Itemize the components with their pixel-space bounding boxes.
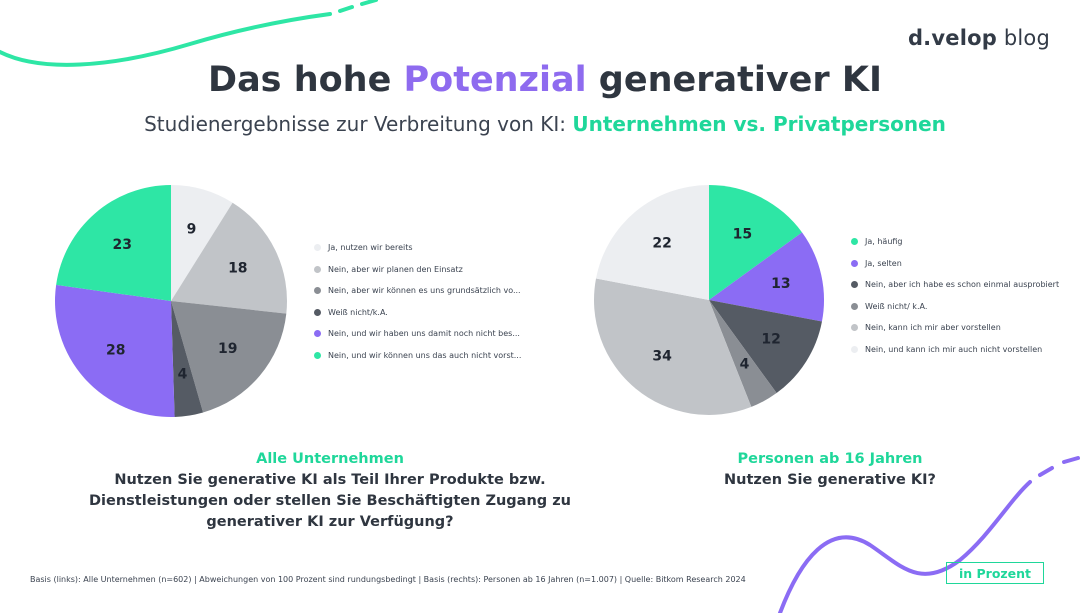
legend-label: Nein, aber ich habe es schon einmal ausp…: [865, 280, 1060, 290]
unit-badge: in Prozent: [946, 562, 1044, 584]
slice-value-label: 28: [106, 343, 125, 359]
subtitle-before: Studienergebnisse zur Verbreitung von KI…: [144, 112, 573, 136]
slice-value-label: 22: [652, 235, 671, 251]
legend-label: Nein, und wir können uns das auch nicht …: [328, 350, 522, 360]
brand-logo: d.velop blog: [908, 26, 1050, 50]
pie-slice: [594, 278, 752, 415]
legend-swatch: [851, 281, 858, 289]
legend-label: Nein, kann ich mir aber vorstellen: [865, 323, 1001, 333]
legend-label: Weiß nicht/ k.A.: [865, 301, 928, 311]
legend-label: Nein, und wir haben uns damit noch nicht…: [328, 329, 520, 339]
legend-item: Weiß nicht/k.A.: [314, 302, 521, 324]
legend-item: Nein, aber wir können es uns grundsätzli…: [314, 280, 521, 302]
legend-item: Weiß nicht/ k.A.: [851, 296, 1059, 318]
brand-name: d.velop: [907, 26, 997, 50]
legend-swatch: [851, 302, 858, 310]
legend-swatch: [851, 259, 858, 267]
legend-label: Nein, und kann ich mir auch nicht vorste…: [865, 344, 1043, 354]
title-accent: Potenzial: [403, 60, 587, 100]
pie-slice: [171, 301, 287, 413]
slice-value-label: 18: [228, 261, 247, 277]
pie-slice: [709, 300, 777, 407]
pie-slice: [709, 300, 822, 394]
legend-label: Ja, selten: [865, 258, 902, 268]
legend-swatch: [314, 244, 321, 252]
pie-slice: [596, 185, 709, 300]
legend-swatch: [851, 345, 858, 353]
pie-slice: [171, 185, 233, 301]
brand-suffix: blog: [1003, 26, 1050, 50]
slice-value-label: 9: [187, 222, 197, 238]
page-subtitle: Studienergebnisse zur Verbreitung von KI…: [0, 112, 1090, 136]
legend-item: Ja, selten: [851, 253, 1059, 275]
subtitle-accent: Unternehmen vs. Privatpersonen: [572, 112, 946, 136]
pie-chart-companies: 9 18 19 4 28 23: [55, 185, 287, 417]
legend-swatch: [314, 265, 321, 273]
legend-persons: Ja, häufig Ja, selten Nein, aber ich habe …: [851, 231, 1059, 360]
pie-chart-persons: 15 13 12 4 34 22: [594, 185, 824, 415]
legend-swatch: [851, 238, 858, 246]
legend-swatch: [314, 330, 321, 338]
pie-slice: [171, 202, 287, 314]
caption-companies-title: Alle Unternehmen: [256, 451, 404, 467]
slice-value-label: 12: [761, 331, 780, 347]
legend-item: Nein, und kann ich mir auch nicht vorste…: [851, 339, 1059, 361]
legend-label: Ja, häufig: [865, 237, 903, 247]
caption-persons: Personen ab 16 Jahren Nutzen Sie generat…: [690, 449, 970, 491]
legend-label: Ja, nutzen wir bereits: [328, 243, 413, 253]
legend-item: Ja, häufig: [851, 231, 1059, 253]
legend-swatch: [851, 324, 858, 332]
pie-slice: [55, 284, 175, 417]
legend-item: Nein, kann ich mir aber vorstellen: [851, 317, 1059, 339]
pie-slice: [171, 301, 204, 417]
legend-item: Nein, aber wir planen den Einsatz: [314, 259, 521, 281]
slice-value-label: 4: [740, 356, 750, 372]
footnote: Basis (links): Alle Unternehmen (n=602) …: [30, 575, 746, 584]
caption-companies: Alle Unternehmen Nutzen Sie generative K…: [75, 449, 585, 533]
page-title: Das hohe Potenzial generativer KI: [0, 60, 1090, 100]
legend-label: Nein, aber wir planen den Einsatz: [328, 264, 463, 274]
legend-swatch: [314, 287, 321, 295]
legend-label: Nein, aber wir können es uns grundsätzli…: [328, 286, 521, 296]
slice-value-label: 19: [218, 341, 237, 357]
pie-slice: [709, 232, 824, 322]
caption-persons-title: Personen ab 16 Jahren: [737, 451, 923, 467]
slice-value-label: 15: [733, 226, 752, 242]
legend-label: Weiß nicht/k.A.: [328, 307, 388, 317]
caption-companies-question: Nutzen Sie generative KI als Teil Ihrer …: [89, 472, 571, 530]
legend-swatch: [314, 308, 321, 316]
title-before: Das hohe: [208, 60, 404, 100]
legend-companies: Ja, nutzen wir bereits Nein, aber wir pla…: [314, 237, 521, 366]
legend-item: Nein, und wir können uns das auch nicht …: [314, 345, 521, 367]
caption-persons-question: Nutzen Sie generative KI?: [724, 472, 936, 488]
slice-value-label: 34: [652, 349, 672, 365]
legend-item: Nein, und wir haben uns damit noch nicht…: [314, 323, 521, 345]
title-after: generativer KI: [586, 60, 882, 100]
legend-item: Ja, nutzen wir bereits: [314, 237, 521, 259]
pie-slice: [709, 185, 803, 300]
legend-swatch: [314, 351, 321, 359]
slice-value-label: 4: [178, 366, 188, 382]
slice-value-label: 13: [771, 276, 790, 292]
pie-slice: [56, 185, 171, 301]
legend-item: Nein, aber ich habe es schon einmal ausp…: [851, 274, 1059, 296]
slice-value-label: 23: [113, 237, 132, 253]
